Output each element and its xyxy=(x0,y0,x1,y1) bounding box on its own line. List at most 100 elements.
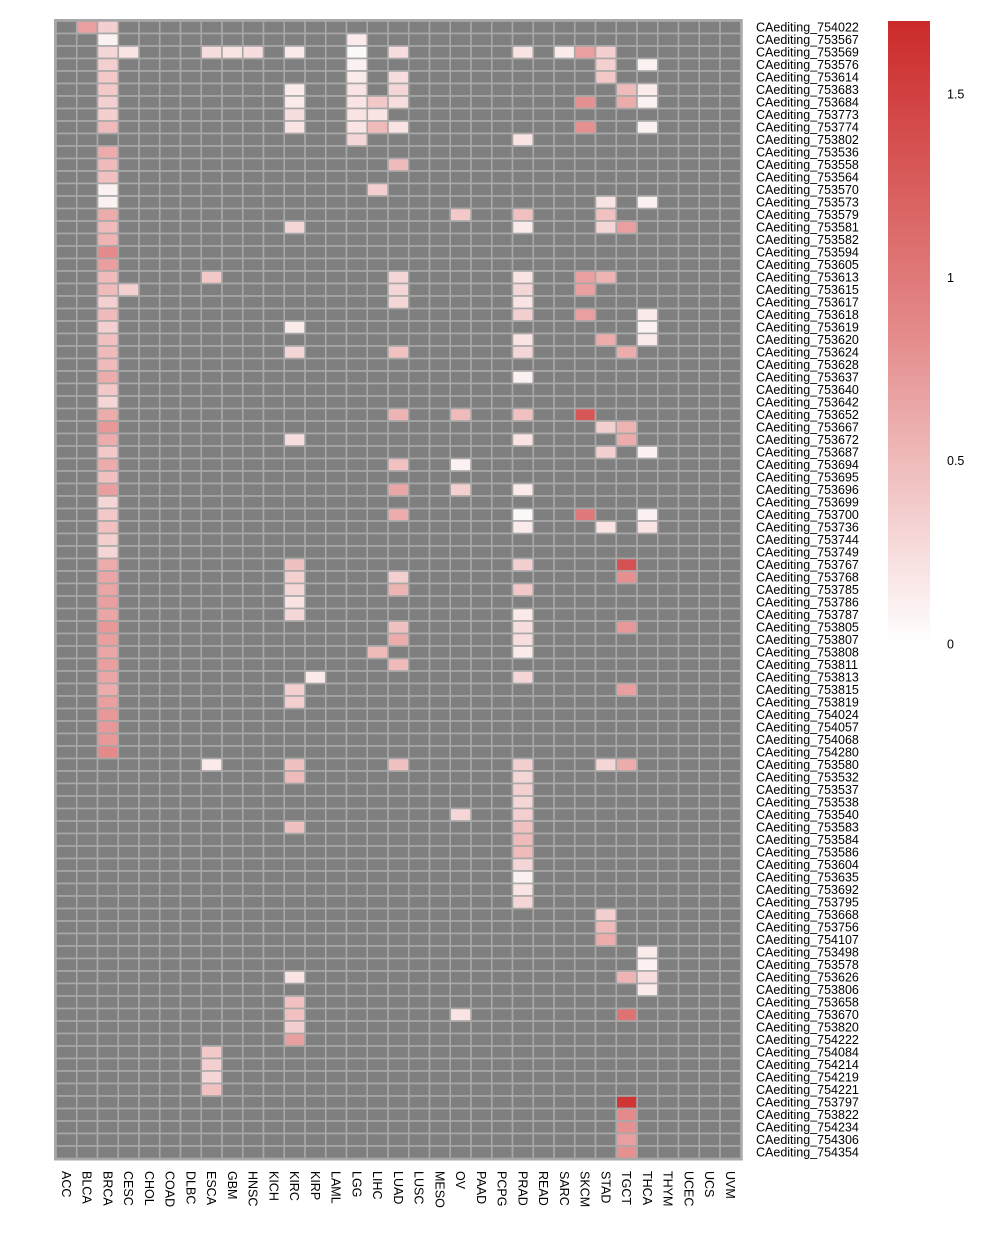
heatmap-cell-empty xyxy=(636,1132,659,1147)
heatmap-cell-empty xyxy=(324,695,348,710)
heatmap-cell xyxy=(96,620,120,635)
heatmap-cell-empty xyxy=(366,632,389,647)
heatmap-cell-empty xyxy=(262,1045,286,1060)
heatmap-cell-empty xyxy=(221,1132,244,1147)
heatmap-cell-empty xyxy=(636,45,659,60)
heatmap-cell-empty xyxy=(698,407,721,422)
heatmap-cell-empty xyxy=(55,795,78,810)
heatmap-cell-empty xyxy=(138,20,161,35)
heatmap-cell-empty xyxy=(511,357,535,372)
heatmap-cell-empty xyxy=(138,770,161,785)
heatmap-cell xyxy=(96,432,120,447)
heatmap-cell-empty xyxy=(200,845,223,860)
heatmap-cell-empty xyxy=(55,845,78,860)
heatmap-cell-empty xyxy=(636,695,659,710)
heatmap-cell-empty xyxy=(179,270,203,285)
heatmap-cell-empty xyxy=(677,945,701,960)
heatmap-cell-empty xyxy=(470,407,493,422)
heatmap-cell-empty xyxy=(573,1107,597,1122)
heatmap-cell-empty xyxy=(241,270,265,285)
heatmap-cell-empty xyxy=(449,20,472,35)
heatmap-cell xyxy=(636,445,659,460)
heatmap-cell-empty xyxy=(698,920,721,935)
heatmap-cell-empty xyxy=(304,520,327,535)
heatmap-cell-empty xyxy=(511,920,535,935)
heatmap-cell-empty xyxy=(179,920,203,935)
heatmap-cell-empty xyxy=(656,170,680,185)
heatmap-cell-empty xyxy=(656,845,680,860)
heatmap-cell xyxy=(200,45,223,60)
heatmap-cell-empty xyxy=(75,945,99,960)
heatmap-cell-empty xyxy=(428,807,452,822)
heatmap-cell-empty xyxy=(677,1120,701,1135)
heatmap-cell-empty xyxy=(449,1045,472,1060)
heatmap-cell-empty xyxy=(594,157,618,172)
heatmap-cell-empty xyxy=(470,882,493,897)
heatmap-cell-empty xyxy=(656,307,680,322)
heatmap-cell-empty xyxy=(677,582,701,597)
heatmap-cell-empty xyxy=(511,907,535,922)
row-label: CAediting_754280 xyxy=(756,746,859,760)
heatmap-cell-empty xyxy=(324,757,348,772)
heatmap-cell-empty xyxy=(428,745,452,760)
heatmap-cell-empty xyxy=(636,1032,659,1047)
heatmap-cell-empty xyxy=(656,532,680,547)
heatmap-cell xyxy=(387,657,410,672)
heatmap-cell-empty xyxy=(449,357,472,372)
heatmap-cell-empty xyxy=(428,1120,452,1135)
heatmap-cell xyxy=(96,520,120,535)
heatmap-cell-empty xyxy=(615,845,638,860)
heatmap-cell-empty xyxy=(636,857,659,872)
heatmap-cell-empty xyxy=(117,982,140,997)
heatmap-cell-empty xyxy=(200,57,223,72)
heatmap-cell-empty xyxy=(553,1020,576,1035)
heatmap-cell-empty xyxy=(241,870,265,885)
heatmap-cell-empty xyxy=(241,82,265,97)
heatmap-cell-empty xyxy=(262,645,286,660)
heatmap-cell-empty xyxy=(324,832,348,847)
heatmap-cell-empty xyxy=(158,1107,182,1122)
heatmap-cell-empty xyxy=(449,820,472,835)
heatmap-cell-empty xyxy=(573,457,597,472)
heatmap-cell-empty xyxy=(138,695,161,710)
heatmap-cell-empty xyxy=(719,932,742,947)
heatmap-cell-empty xyxy=(366,70,389,85)
heatmap-cell-empty xyxy=(221,845,244,860)
heatmap-cell-empty xyxy=(96,857,120,872)
heatmap-cell-empty xyxy=(55,782,78,797)
heatmap-cell-empty xyxy=(138,270,161,285)
heatmap-cell-empty xyxy=(532,457,555,472)
heatmap-cell-empty xyxy=(75,607,99,622)
heatmap-cell-empty xyxy=(200,770,223,785)
heatmap-cell-empty xyxy=(345,370,369,385)
heatmap-cell-empty xyxy=(407,1070,431,1085)
heatmap-cell-empty xyxy=(636,1120,659,1135)
heatmap-cell-empty xyxy=(55,357,78,372)
heatmap-cell-empty xyxy=(573,607,597,622)
heatmap-cell-empty xyxy=(366,1032,389,1047)
heatmap-cell-empty xyxy=(470,720,493,735)
heatmap-cell-empty xyxy=(490,532,514,547)
heatmap-cell-empty xyxy=(470,1107,493,1122)
heatmap-cell-empty xyxy=(656,382,680,397)
heatmap-cell-empty xyxy=(221,582,244,597)
heatmap-cell-empty xyxy=(179,1045,203,1060)
colorbar-tick-label: 0 xyxy=(947,637,954,651)
heatmap-cell-empty xyxy=(553,820,576,835)
heatmap-cell-empty xyxy=(636,732,659,747)
heatmap-cell-empty xyxy=(656,1082,680,1097)
heatmap-cell-empty xyxy=(719,607,742,622)
heatmap-cell-empty xyxy=(179,232,203,247)
heatmap-cell xyxy=(283,557,306,572)
heatmap-cell xyxy=(96,420,120,435)
heatmap-cell-empty xyxy=(304,757,327,772)
heatmap-cell-empty xyxy=(324,470,348,485)
heatmap-cell-empty xyxy=(304,620,327,635)
heatmap-cell-empty xyxy=(75,1007,99,1022)
heatmap-cell-empty xyxy=(345,870,369,885)
heatmap-cell-empty xyxy=(656,1095,680,1110)
heatmap-cell-empty xyxy=(262,832,286,847)
heatmap-cell-empty xyxy=(719,182,742,197)
heatmap-cell xyxy=(304,670,327,685)
heatmap-cell-empty xyxy=(262,920,286,935)
